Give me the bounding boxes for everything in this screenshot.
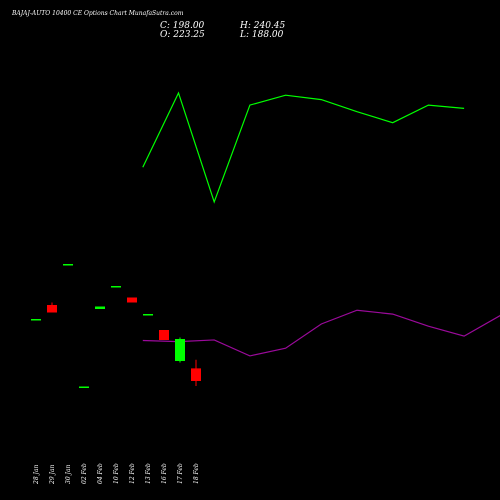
x-tick-label: 13 Feb (145, 463, 152, 484)
overlay-line (142, 91, 465, 204)
candle-body (143, 314, 153, 316)
candle-body (95, 306, 105, 309)
x-axis: 28 Jan 29 Jan 30 Jan 02 Feb 04 Feb 10 Feb 12 F… (33, 463, 200, 485)
x-tick-label: 18 Feb (193, 463, 200, 484)
x-tick-label: 16 Feb (161, 463, 168, 484)
candle-body (191, 368, 201, 381)
overlay-line (142, 309, 500, 357)
x-tick-label: 28 Jan (33, 464, 40, 485)
overlay-lines (142, 91, 500, 357)
x-tick-label: 12 Feb (129, 463, 136, 484)
candle-body (159, 330, 169, 340)
candle-body (175, 339, 185, 361)
candle-body (111, 286, 121, 288)
candle-body (31, 319, 41, 321)
x-tick-label: 30 Jan (65, 464, 72, 484)
x-tick-label: 17 Feb (177, 463, 184, 484)
candle-body (79, 386, 89, 388)
close-value: C: 198.00 (160, 21, 205, 31)
candles (31, 264, 201, 388)
x-tick-label: 04 Feb (97, 463, 104, 484)
candle-body (63, 264, 73, 266)
candle-body (127, 297, 137, 303)
open-value: O: 223.25 (160, 30, 205, 40)
candle-body (47, 305, 57, 313)
x-tick-label: 29 Jan (49, 464, 56, 485)
low-value: L: 188.00 (240, 30, 284, 40)
chart-title: BAJAJ-AUTO 10400 CE Options Chart Munafa… (12, 10, 184, 17)
x-tick-label: 02 Feb (81, 463, 88, 484)
high-value: H: 240.45 (240, 21, 286, 31)
x-tick-label: 10 Feb (113, 463, 120, 484)
